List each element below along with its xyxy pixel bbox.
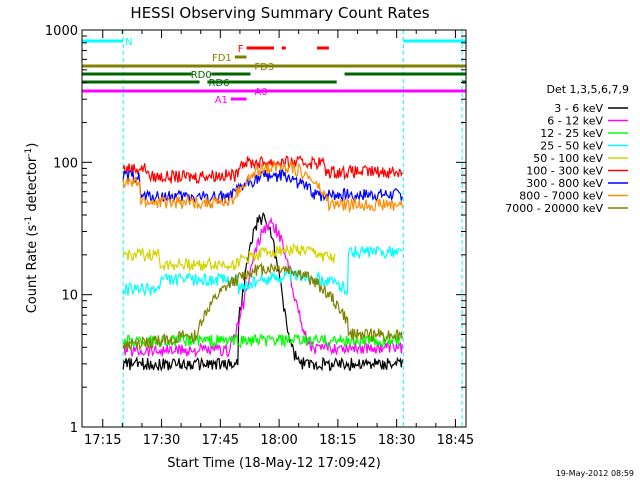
legend-title: Det 1,3,5,6,7,9 — [546, 83, 629, 96]
series-layer — [122, 155, 403, 373]
legend-entry-label: 6 - 12 keV — [547, 115, 603, 128]
series-line — [122, 211, 403, 373]
x-tick-label: 17:45 — [202, 433, 239, 448]
y-axis-label-end: ) — [25, 143, 40, 148]
y-axis-label-main: Count Rate (s — [25, 225, 40, 314]
series-line — [122, 245, 403, 297]
series-line — [122, 169, 403, 205]
x-tick-label: 18:30 — [378, 433, 415, 448]
x-tick-label: 18:15 — [319, 433, 356, 448]
flag-label: RD0 — [191, 70, 212, 81]
legend-entry-label: 3 - 6 keV — [554, 102, 603, 115]
legend-entry-label: 12 - 25 keV — [540, 127, 603, 140]
flag-label: N — [125, 37, 132, 48]
series-line — [122, 333, 403, 349]
y-tick-label: 100 — [53, 156, 78, 171]
y-axis-label-sup2: -1 — [24, 148, 34, 157]
flag-label: FD3 — [254, 62, 274, 73]
x-axis: 17:15 17:30 17:45 18:00 18:15 18:30 18:45 — [84, 30, 474, 448]
legend-entry-label: 50 - 100 keV — [533, 152, 603, 165]
x-tick-label: 18:00 — [260, 433, 297, 448]
x-tick-label: 17:30 — [143, 433, 180, 448]
series-line — [122, 262, 403, 351]
y-tick-label: 1 — [70, 421, 78, 436]
y-tick-label: 10 — [61, 289, 78, 304]
legend-entry-label: 7000 - 20000 keV — [505, 202, 603, 215]
y-axis-label: Count Rate (s-1 detector-1) — [24, 143, 40, 314]
series-line — [122, 216, 403, 358]
footer-timestamp: 19-May-2012 08:59 — [556, 469, 634, 478]
flag-label: FD1 — [212, 53, 232, 64]
flag-label: A0 — [254, 87, 267, 98]
flag-label: A1 — [215, 95, 228, 106]
legend-entry-label: 25 - 50 keV — [540, 140, 603, 153]
chart-title: HESSI Observing Summary Count Rates — [130, 4, 429, 22]
legend-entry-label: 300 - 800 keV — [526, 177, 603, 190]
legend-entry-label: 100 - 300 keV — [526, 165, 603, 178]
flag-label: RD6 — [209, 78, 230, 89]
y-axis-label-mid: detector — [25, 156, 40, 216]
x-axis-label: Start Time (18-May-12 17:09:42) — [167, 456, 381, 471]
plot-frame — [81, 29, 467, 428]
series-line — [122, 155, 403, 185]
series-line — [122, 159, 403, 214]
series-line — [122, 242, 336, 273]
y-axis-label-sup1: -1 — [24, 216, 34, 225]
legend-entry-label: 800 - 7000 keV — [519, 190, 603, 203]
flag-label: F — [238, 44, 244, 55]
y-tick-label: 1000 — [45, 24, 78, 39]
y-axis: 1 10 100 1000 — [45, 24, 466, 436]
x-tick-label: 18:45 — [437, 433, 474, 448]
x-tick-label: 17:15 — [84, 433, 121, 448]
